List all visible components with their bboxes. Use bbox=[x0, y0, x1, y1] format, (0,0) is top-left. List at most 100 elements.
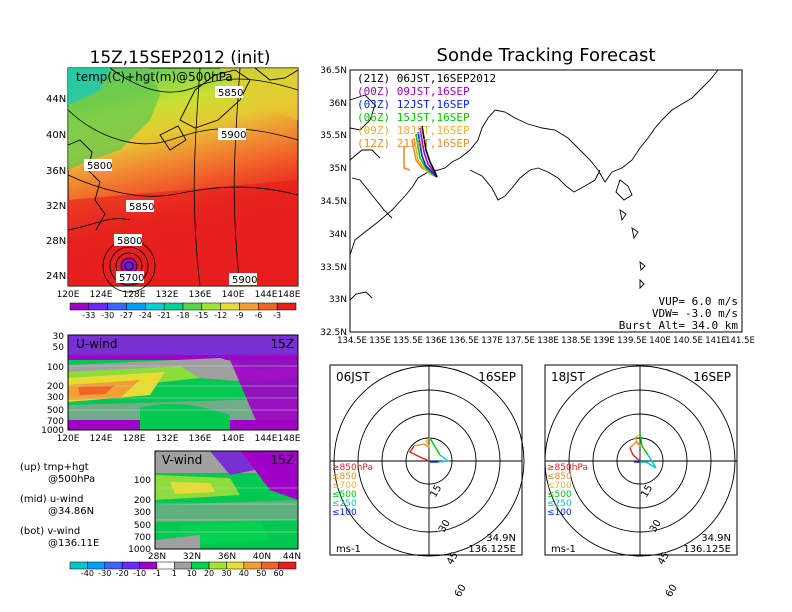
colorbar-label: -24 bbox=[139, 311, 152, 320]
colorbar-swatch bbox=[191, 561, 210, 570]
sonde-tracks bbox=[403, 125, 438, 178]
lon-label: 140E bbox=[649, 336, 671, 346]
vwind-colorbar: -40 -30 -20 -10 -1 1 10 20 30 40 50 60 bbox=[69, 561, 297, 578]
track-legend-item: (03Z) 12JST,16SEP bbox=[357, 98, 470, 111]
hodo-legend-item: ≤700 bbox=[332, 481, 357, 491]
lon-label: 148E bbox=[278, 434, 301, 444]
vwind-levels: 100 200 300 500 700 1000 bbox=[128, 476, 151, 555]
ring-label: 60 bbox=[453, 583, 469, 600]
uwind-levels: 30 50 100 200 300 500 700 1000 bbox=[41, 332, 64, 436]
legend-mid-sub: @34.86N bbox=[48, 506, 94, 517]
colorbar-label: 60 bbox=[274, 569, 284, 578]
hodo-legend-item: ≤500 bbox=[547, 490, 572, 500]
colorbar-swatch bbox=[220, 302, 240, 311]
level-label: 1000 bbox=[128, 545, 151, 555]
lon-label: 120E bbox=[57, 290, 80, 300]
colorbar-label: -10 bbox=[133, 569, 146, 578]
temp-map bbox=[67, 67, 299, 293]
level-label: 1000 bbox=[41, 426, 64, 436]
hodograph-18jst: 15 30 45 60 bbox=[544, 364, 738, 599]
main-map-title: Sonde Tracking Forecast bbox=[437, 45, 656, 66]
lat-label: 28N bbox=[46, 236, 66, 247]
colorbar-swatch bbox=[107, 302, 127, 311]
param-vup: VUP= 6.0 m/s bbox=[659, 295, 738, 308]
lon-label: 136E bbox=[189, 290, 212, 300]
level-label: 200 bbox=[134, 496, 151, 506]
lon-label: 137.5E bbox=[505, 336, 535, 346]
lon-label: 139E bbox=[593, 336, 615, 346]
track-legend-item: (06Z) 15JST,16SEP bbox=[357, 111, 470, 124]
legend-mid: (mid) u-wind bbox=[20, 494, 83, 505]
hodo-legend-item: ≥850hPa bbox=[332, 463, 373, 473]
main-map-lat-labels: 36.5N 36N 35.5N 35N 34.5N 34N 33.5N 33N … bbox=[320, 66, 347, 338]
level-label: 100 bbox=[47, 363, 64, 373]
contour-label: 5800 bbox=[87, 161, 112, 172]
colorbar-label: -30 bbox=[101, 311, 114, 320]
contour-label: 5800 bbox=[117, 236, 142, 247]
hodo-date: 16SEP bbox=[478, 370, 516, 384]
colorbar-label: -21 bbox=[158, 311, 171, 320]
hodograph-trace bbox=[408, 437, 450, 463]
lat-label: 36N bbox=[218, 552, 236, 562]
lon-label: 137E bbox=[481, 336, 503, 346]
legend-up-sub: @500hPa bbox=[48, 474, 95, 485]
coastline bbox=[349, 69, 719, 301]
lon-label: 144E bbox=[255, 434, 278, 444]
colorbar-swatch bbox=[104, 561, 123, 570]
uwind-label: U-wind bbox=[76, 337, 117, 351]
colorbar-label: -20 bbox=[116, 569, 129, 578]
colorbar-swatch bbox=[69, 561, 88, 570]
track-15jst bbox=[415, 133, 438, 178]
colorbar-swatch bbox=[182, 302, 203, 311]
hodo-time: 18JST bbox=[551, 370, 585, 384]
hodo-legend-item: ≤250 bbox=[332, 499, 357, 509]
lat-label: 40N bbox=[253, 552, 271, 562]
lon-label: 136E bbox=[189, 434, 212, 444]
level-label: 700 bbox=[134, 533, 151, 543]
lon-label: 120E bbox=[57, 434, 80, 444]
lon-label: 136E bbox=[425, 336, 447, 346]
temp-colorbar: -33 -30 -27 -24 -21 -18 -15 -12 -9 -6 -3 bbox=[69, 302, 297, 320]
colorbar-label: 40 bbox=[239, 569, 249, 578]
lat-label: 36N bbox=[329, 99, 347, 109]
level-label: 300 bbox=[47, 393, 64, 403]
lon-label: 132E bbox=[156, 434, 179, 444]
vwind-panel bbox=[154, 450, 299, 550]
hodo-legend-1: ≥850hPa ≤850 ≤700 ≤500 ≤250 ≤100 bbox=[332, 463, 373, 518]
lon-label: 134.5E bbox=[337, 336, 367, 346]
temp-contour-labels: 5850 5900 5800 5850 5800 5700 5900 bbox=[84, 86, 257, 286]
panel-legend-text: (up) tmp+hgt @500hPa (mid) u-wind @34.86… bbox=[20, 462, 99, 549]
track-21jst-tail bbox=[403, 146, 411, 171]
lon-label: 140E bbox=[222, 290, 245, 300]
level-label: 50 bbox=[53, 343, 65, 353]
legend-up: (up) tmp+hgt bbox=[20, 462, 89, 473]
hodo-legend-2: ≥850hPa ≤850 ≤700 ≤500 ≤250 ≤100 bbox=[547, 463, 588, 518]
lat-label: 44N bbox=[46, 94, 66, 105]
lat-label: 33N bbox=[329, 295, 347, 305]
colorbar-swatch bbox=[126, 302, 146, 311]
vwind-label: V-wind bbox=[162, 453, 202, 467]
colorbar-swatch bbox=[243, 561, 262, 570]
colorbar-swatch bbox=[121, 561, 140, 570]
level-label: 700 bbox=[47, 417, 64, 427]
colorbar-label: -1 bbox=[153, 569, 161, 578]
lon-label: 140.5E bbox=[673, 336, 703, 346]
lon-label: 135E bbox=[369, 336, 391, 346]
temp-map-label-box: temp(C)+hgt(m)@500hPa bbox=[76, 70, 233, 84]
hodo-legend-item: ≤250 bbox=[547, 499, 572, 509]
colorbar-swatch bbox=[201, 302, 221, 311]
param-vdw: VDW= -3.0 m/s bbox=[652, 307, 738, 320]
lon-label: 128E bbox=[123, 434, 146, 444]
hodo-legend-item: ≤850 bbox=[547, 472, 572, 482]
hodo-legend-item: ≤850 bbox=[332, 472, 357, 482]
colorbar-swatch bbox=[156, 561, 175, 570]
colorbar-swatch bbox=[239, 302, 259, 311]
level-label: 500 bbox=[47, 406, 64, 416]
temp-map-lat-labels: 44N 40N 36N 32N 28N 24N bbox=[46, 94, 66, 282]
contour-label: 5900 bbox=[221, 130, 246, 141]
colorbar-swatch bbox=[278, 561, 297, 570]
lat-label: 32.5N bbox=[320, 328, 347, 338]
uwind-time: 15Z bbox=[271, 337, 295, 351]
colorbar-swatch bbox=[258, 302, 278, 311]
